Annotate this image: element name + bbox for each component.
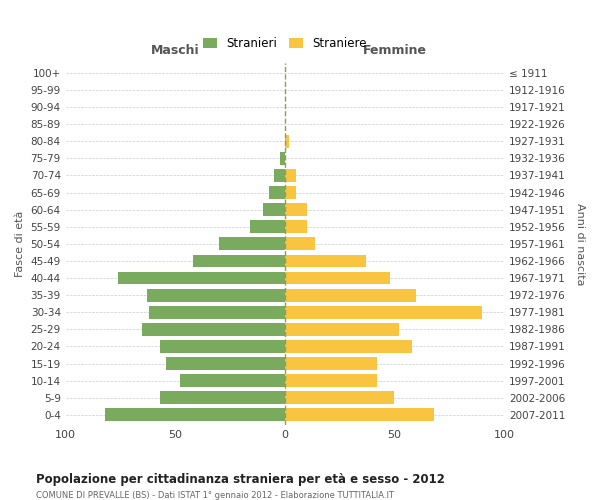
Bar [263,204,285,216]
Text: Maschi: Maschi [151,44,200,58]
Bar [118,272,285,284]
Bar [285,340,412,353]
Bar [285,306,482,318]
Bar [285,289,416,302]
Bar [250,220,285,233]
Bar [219,238,285,250]
Bar [285,220,307,233]
Y-axis label: Fasce di età: Fasce di età [15,210,25,277]
Bar [105,408,285,422]
Bar [285,323,399,336]
Bar [285,254,366,268]
Bar [285,374,377,387]
Bar [269,186,285,199]
Bar [280,152,285,165]
Bar [285,204,307,216]
Text: COMUNE DI PREVALLE (BS) - Dati ISTAT 1° gennaio 2012 - Elaborazione TUTTITALIA.I: COMUNE DI PREVALLE (BS) - Dati ISTAT 1° … [36,491,394,500]
Bar [142,323,285,336]
Bar [285,186,296,199]
Bar [149,306,285,318]
Bar [179,374,285,387]
Bar [166,357,285,370]
Text: Popolazione per cittadinanza straniera per età e sesso - 2012: Popolazione per cittadinanza straniera p… [36,472,445,486]
Legend: Stranieri, Straniere: Stranieri, Straniere [198,32,372,54]
Bar [147,289,285,302]
Bar [285,272,390,284]
Bar [285,357,377,370]
Y-axis label: Anni di nascita: Anni di nascita [575,202,585,285]
Bar [285,169,296,182]
Bar [160,340,285,353]
Bar [193,254,285,268]
Bar [160,392,285,404]
Text: Femmine: Femmine [362,44,427,58]
Bar [285,408,434,422]
Bar [285,392,394,404]
Bar [285,135,289,147]
Bar [274,169,285,182]
Bar [285,238,316,250]
